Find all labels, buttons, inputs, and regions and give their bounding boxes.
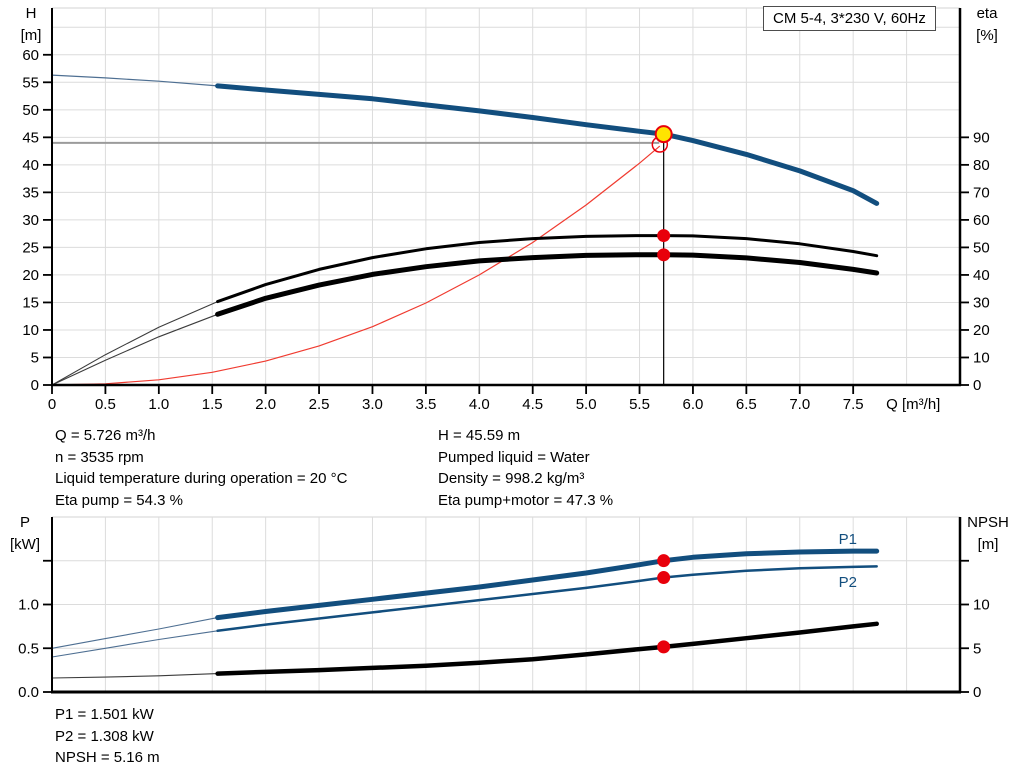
tick-label: 2.0 bbox=[255, 396, 276, 413]
tick-label: 5 bbox=[973, 640, 981, 657]
power-npsh-chart-grid bbox=[52, 516, 960, 692]
duty-npsh-dot bbox=[657, 640, 671, 654]
tick-label: 80 bbox=[973, 157, 990, 174]
h-axis-label: H [m] bbox=[11, 3, 51, 47]
tick-label: 60 bbox=[22, 47, 39, 64]
tick-label: 20 bbox=[22, 267, 39, 284]
tick-label: 45 bbox=[22, 129, 39, 146]
tick-label: 1.0 bbox=[148, 396, 169, 413]
p2-curve-label: P2 bbox=[839, 574, 857, 591]
info-line-q: Q = 5.726 m³/h bbox=[55, 427, 156, 444]
tick-label: 30 bbox=[973, 294, 990, 311]
tick-label: 55 bbox=[22, 74, 39, 91]
tick-label: 3.0 bbox=[362, 396, 383, 413]
tick-label: 0 bbox=[973, 377, 981, 394]
tick-label: 10 bbox=[22, 322, 39, 339]
h-axis-label-unit: [m] bbox=[20, 27, 42, 44]
tick-label: 0.5 bbox=[95, 396, 116, 413]
tick-label: 0 bbox=[48, 396, 56, 413]
info-line-eta-pump: Eta pump = 54.3 % bbox=[55, 491, 183, 509]
info-line-eta-pump-motor: Eta pump+motor = 47.3 % bbox=[438, 491, 614, 509]
tick-label: 1.0 bbox=[18, 597, 39, 614]
tick-label: 50 bbox=[22, 102, 39, 119]
duty-p2-dot bbox=[657, 571, 671, 585]
tick-label: 2.5 bbox=[309, 396, 330, 413]
tick-label: 10 bbox=[973, 349, 990, 366]
tick-label: 1.5 bbox=[202, 396, 223, 413]
duty-p1-dot bbox=[657, 554, 671, 568]
duty-eta-pump-dot bbox=[657, 229, 671, 243]
tick-label: 0.5 bbox=[18, 640, 39, 657]
duty-info-left: Q = 5.726 m³/h n = 3535 rpm Liquid tempe… bbox=[55, 425, 347, 511]
tick-label: 40 bbox=[973, 267, 990, 284]
tick-label: 15 bbox=[22, 294, 39, 311]
duty-info-right: H = 45.59 m Pumped liquid = Water Densit… bbox=[438, 425, 613, 511]
tick-label: 10 bbox=[973, 597, 990, 614]
q-axis-label: Q [m³/h] bbox=[886, 396, 940, 413]
tick-label: 0 bbox=[31, 377, 39, 394]
p-axis-label-unit: [kW] bbox=[10, 536, 40, 553]
tick-label: 70 bbox=[973, 184, 990, 201]
pump-model-box: CM 5-4, 3*230 V, 60Hz bbox=[763, 6, 936, 31]
power-npsh-chart-axes: 0.0 0.5 1.0 0 5 10 bbox=[18, 517, 990, 701]
power-npsh-chart: P1 P2 0.0 0.5 1.0 0 5 10 bbox=[18, 516, 990, 701]
tick-label: 50 bbox=[973, 239, 990, 256]
tick-label: 20 bbox=[973, 322, 990, 339]
tick-label: 3.5 bbox=[415, 396, 436, 413]
tick-label: 6.5 bbox=[736, 396, 757, 413]
tick-label: 35 bbox=[22, 184, 39, 201]
info-line-p2: P2 = 1.308 kW bbox=[55, 727, 154, 745]
p-axis-label-symbol: P bbox=[19, 514, 30, 531]
qh-curve bbox=[51, 74, 880, 206]
info-line-density: Density = 998.2 kg/m³ bbox=[438, 470, 585, 487]
tick-label: 0.0 bbox=[18, 684, 39, 701]
eta-axis-label: eta [%] bbox=[964, 3, 1010, 47]
tick-label: 4.5 bbox=[522, 396, 543, 413]
info-line-npsh: NPSH = 5.16 m bbox=[55, 749, 160, 766]
tick-label: 5.5 bbox=[629, 396, 650, 413]
system-curve bbox=[51, 145, 661, 386]
eta-pump-curve bbox=[51, 234, 879, 386]
tick-label: 60 bbox=[973, 212, 990, 229]
tick-label: 5.0 bbox=[576, 396, 597, 413]
tick-label: 5 bbox=[31, 349, 39, 366]
qh-eta-chart-axes: 0 5 10 15 20 25 30 35 40 45 50 55 60 0 10 20 30 40 50 60 70 8… bbox=[22, 8, 990, 413]
p1-curve bbox=[51, 548, 880, 649]
info-line-speed: n = 3535 rpm bbox=[55, 448, 144, 466]
duty-point[interactable] bbox=[654, 125, 673, 144]
eta-axis-label-unit: [%] bbox=[976, 27, 998, 44]
qh-eta-chart-grid bbox=[52, 7, 960, 385]
qh-eta-chart: 0 5 10 15 20 25 30 35 40 45 50 55 60 0 10 20 30 40 50 60 70 8… bbox=[22, 7, 990, 413]
p-axis-label: P [kW] bbox=[3, 512, 47, 556]
p2-curve bbox=[51, 565, 878, 658]
info-line-h: H = 45.59 m bbox=[438, 427, 521, 444]
info-line-liquid: Pumped liquid = Water bbox=[438, 448, 590, 466]
tick-label: 25 bbox=[22, 239, 39, 256]
info-line-p1: P1 = 1.501 kW bbox=[55, 706, 154, 723]
duty-info-power: P1 = 1.501 kW P2 = 1.308 kW NPSH = 5.16 … bbox=[55, 704, 160, 769]
tick-label: 7.5 bbox=[843, 396, 864, 413]
tick-label: 40 bbox=[22, 157, 39, 174]
h-axis-label-symbol: H bbox=[25, 5, 37, 22]
tick-label: 6.0 bbox=[683, 396, 704, 413]
tick-label: 7.0 bbox=[789, 396, 810, 413]
eta-axis-label-symbol: eta bbox=[976, 5, 998, 22]
tick-label: 0 bbox=[973, 684, 981, 701]
eta-pump-motor-curve bbox=[51, 252, 880, 386]
info-line-temperature: Liquid temperature during operation = 20… bbox=[55, 470, 348, 487]
tick-label: 90 bbox=[973, 129, 990, 146]
npsh-curve bbox=[51, 621, 879, 679]
tick-label: 4.0 bbox=[469, 396, 490, 413]
npsh-axis-label-symbol: NPSH bbox=[967, 514, 1009, 531]
npsh-axis-label-unit: [m] bbox=[977, 536, 999, 553]
duty-eta-pump-motor-dot bbox=[657, 248, 671, 262]
tick-label: 30 bbox=[22, 212, 39, 229]
p1-curve-label: P1 bbox=[839, 531, 857, 548]
npsh-axis-label: NPSH [m] bbox=[956, 512, 1020, 556]
